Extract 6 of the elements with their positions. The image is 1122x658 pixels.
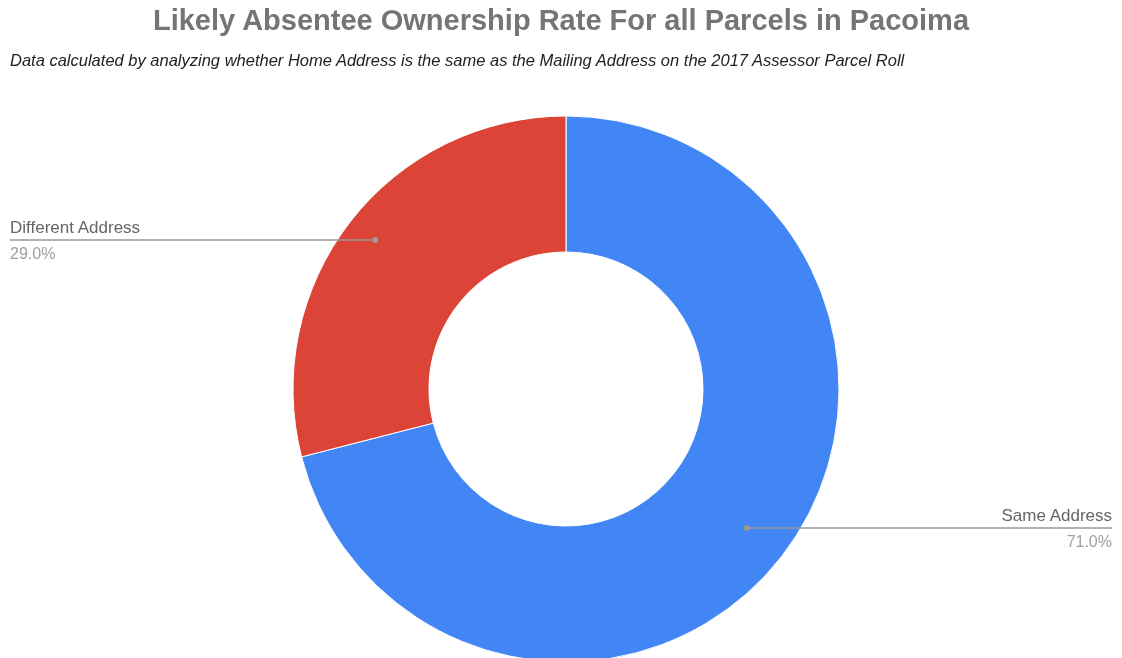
data-label: 71.0% bbox=[1066, 532, 1112, 550]
chart-subtitle: Data calculated by analyzing whether Home Address is the same as the Mailing Address on the 2017 Assessor Parcel Roll bbox=[10, 51, 905, 70]
chart-title: Likely Absentee Ownership Rate For all Parcels in Pacoima bbox=[151, 4, 971, 37]
data-label: 29.0% bbox=[10, 245, 56, 263]
slice-label: Different Address bbox=[10, 218, 141, 238]
slice-label: Same Address bbox=[1001, 505, 1112, 525]
